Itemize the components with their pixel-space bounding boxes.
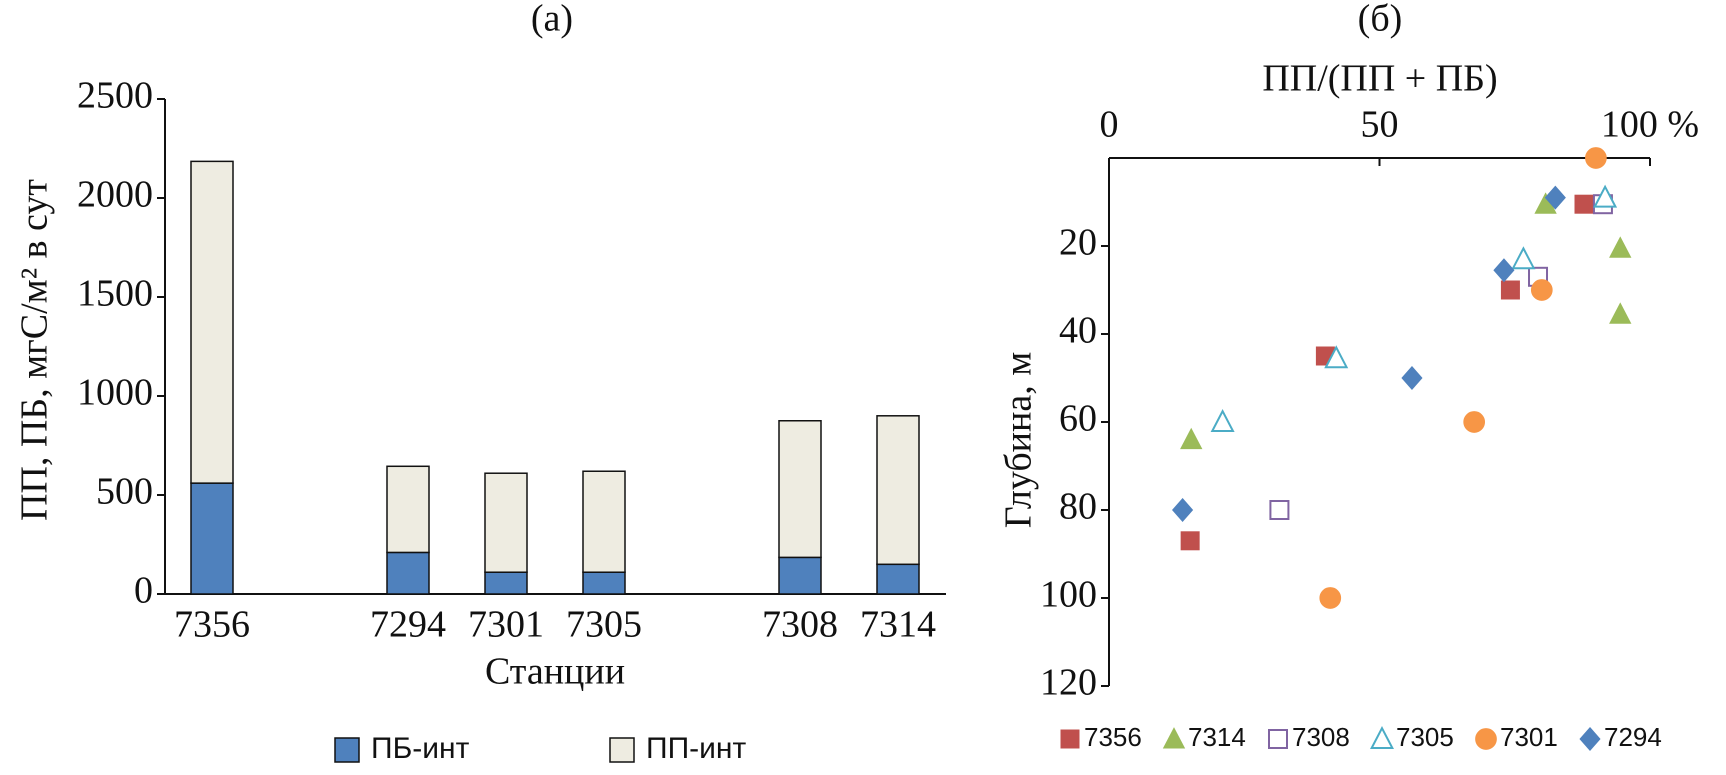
point xyxy=(1544,185,1566,210)
x-tick-label: 7294 xyxy=(370,604,446,646)
point xyxy=(1269,500,1290,520)
point xyxy=(1511,246,1536,270)
point xyxy=(1463,411,1486,433)
bar-segment xyxy=(876,563,920,595)
point xyxy=(1609,236,1632,258)
x-tick-label: 7308 xyxy=(762,604,838,646)
x-tick-label: 100 % xyxy=(1601,104,1699,146)
point xyxy=(1530,279,1553,301)
legend-label: 7305 xyxy=(1396,722,1454,752)
x-axis-label: ПП/(ПП + ПБ) xyxy=(1262,58,1497,100)
y-axis-label: ПП, ПБ, мгС/м² в сут xyxy=(14,179,56,521)
y-tick-label: 1500 xyxy=(77,273,153,315)
y-tick-label: 1000 xyxy=(77,372,153,414)
legend-marker xyxy=(1162,727,1186,749)
bar-segment xyxy=(582,470,626,573)
point xyxy=(1319,587,1342,609)
legend-label: 7356 xyxy=(1084,722,1142,752)
legend-marker xyxy=(1475,728,1497,750)
bar-segment xyxy=(582,571,626,595)
chart-title: (а) xyxy=(531,0,573,40)
x-tick-label: 7356 xyxy=(174,604,250,646)
point xyxy=(1180,427,1203,450)
y-tick-label: 60 xyxy=(1059,398,1097,440)
legend-label: ПП-инт xyxy=(646,732,746,765)
y-tick-label: 0 xyxy=(134,570,153,612)
point xyxy=(1172,497,1194,523)
y-tick-label: 100 xyxy=(1040,574,1097,616)
point xyxy=(1180,531,1200,551)
legend-label: 7294 xyxy=(1604,722,1662,752)
legend-swatch xyxy=(334,737,360,763)
point xyxy=(1493,258,1515,283)
bar-segment xyxy=(876,415,920,566)
point xyxy=(1609,302,1632,324)
legend-label: ПБ-инт xyxy=(371,732,470,765)
bar-segment xyxy=(778,420,822,559)
x-tick-label: 7314 xyxy=(860,604,936,646)
y-tick-label: 20 xyxy=(1059,222,1097,264)
y-tick-label: 2000 xyxy=(77,174,153,216)
legend-label: 7314 xyxy=(1188,722,1246,752)
y-tick-label: 40 xyxy=(1059,310,1097,352)
legend-label: 7308 xyxy=(1292,722,1350,752)
point xyxy=(1500,280,1520,300)
bar-segment xyxy=(484,472,528,573)
bar-segment xyxy=(484,571,528,595)
y-tick-label: 2500 xyxy=(77,75,153,117)
bar-segment xyxy=(190,482,234,595)
legend-marker xyxy=(1060,729,1080,749)
bar-segment xyxy=(778,556,822,595)
legend-marker xyxy=(1369,726,1395,749)
point xyxy=(1324,345,1349,369)
y-tick-label: 120 xyxy=(1040,662,1097,704)
legend-swatch xyxy=(609,737,635,763)
point xyxy=(1593,184,1618,208)
point xyxy=(1401,365,1423,391)
x-tick-label: 7305 xyxy=(566,604,642,646)
x-axis-label: Станции xyxy=(485,651,625,693)
legend-label: 7301 xyxy=(1500,722,1558,752)
y-tick-label: 500 xyxy=(96,471,153,513)
chart-title: (б) xyxy=(1358,0,1403,40)
point xyxy=(1574,194,1594,214)
point xyxy=(1585,147,1607,169)
bar-segment xyxy=(190,160,234,484)
y-tick-label: 80 xyxy=(1059,486,1097,528)
x-tick-label: 0 xyxy=(1100,104,1119,146)
bar-segment xyxy=(386,465,430,554)
legend-marker xyxy=(1268,729,1288,749)
bar-segment xyxy=(386,551,430,595)
x-tick-label: 7301 xyxy=(468,604,544,646)
y-axis-label: Глубина, м xyxy=(998,352,1040,529)
legend-marker xyxy=(1579,726,1601,752)
x-tick-label: 50 xyxy=(1361,104,1399,146)
point xyxy=(1210,409,1235,432)
